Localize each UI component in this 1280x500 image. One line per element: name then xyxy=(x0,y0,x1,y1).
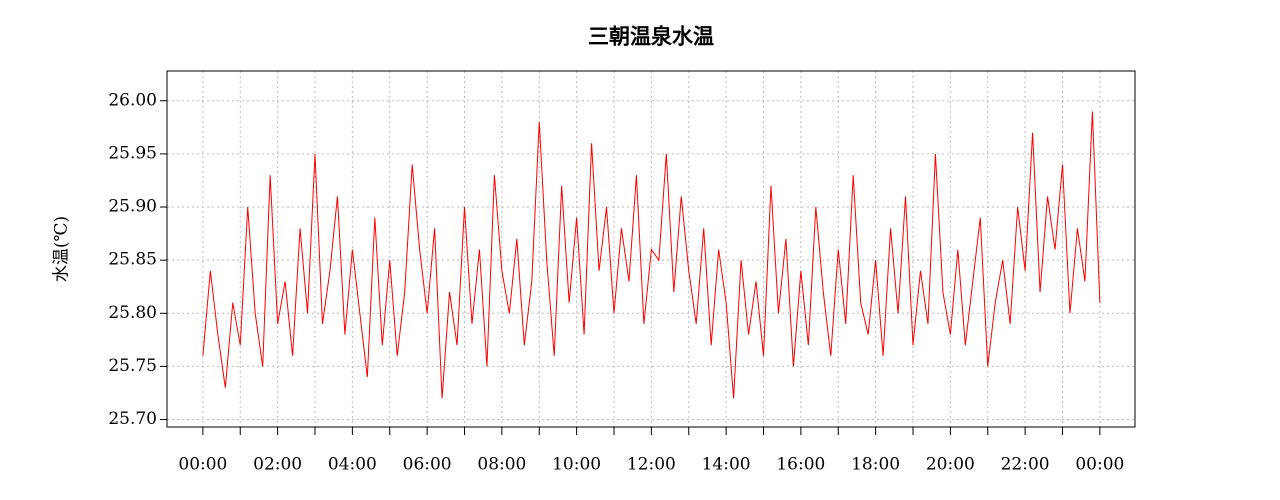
plot-frame xyxy=(166,70,1136,428)
x-tick-label: 08:00 xyxy=(477,455,526,475)
y-tick-label: 25.95 xyxy=(108,143,157,163)
y-tick-label: 25.80 xyxy=(108,303,157,323)
data-line xyxy=(202,111,1101,399)
chart-title: 三朝温泉水温 xyxy=(588,24,714,49)
y-tick-label: 25.75 xyxy=(108,356,157,376)
x-tick-label: 18:00 xyxy=(851,455,900,475)
y-axis-label: 水温(℃) xyxy=(52,216,72,282)
x-tick-label: 10:00 xyxy=(552,455,601,475)
x-tick-label: 00:00 xyxy=(178,455,227,475)
x-tick-label: 22:00 xyxy=(1001,455,1050,475)
y-tick-label: 25.90 xyxy=(108,197,157,217)
x-tick-label: 20:00 xyxy=(926,455,975,475)
x-tick-label: 14:00 xyxy=(702,455,751,475)
x-tick-label: 04:00 xyxy=(328,455,377,475)
x-tick-label: 06:00 xyxy=(403,455,452,475)
x-tick-label: 12:00 xyxy=(627,455,676,475)
y-tick-label: 25.70 xyxy=(108,409,157,429)
x-tick-label: 16:00 xyxy=(776,455,825,475)
x-tick-label: 00:00 xyxy=(1075,455,1124,475)
y-tick-label: 26.00 xyxy=(108,90,157,110)
y-tick-label: 25.85 xyxy=(108,250,157,270)
x-tick-label: 02:00 xyxy=(253,455,302,475)
